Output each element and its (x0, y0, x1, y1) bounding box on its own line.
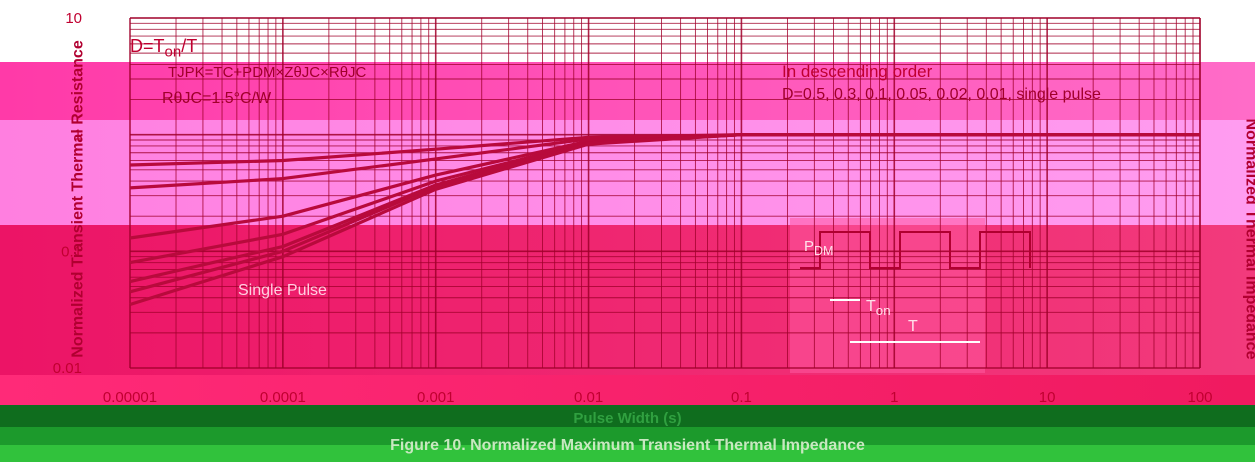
pulse-waveform (800, 231, 1031, 269)
inset-pdm-label: PDM (804, 238, 833, 258)
x-tick-label: 0.01 (574, 389, 603, 406)
inset-pdm-head: P (804, 238, 815, 255)
band-pink-upper (0, 62, 1255, 120)
single-pulse-label: Single Pulse (238, 282, 327, 300)
grid-layer (129, 17, 1201, 369)
y-tick-label: 0.1 (61, 243, 82, 260)
y-axis-label-text: Normalized Transient Thermal Resistance (69, 40, 87, 358)
r-formula-text: RθJC=1.5°C/W (162, 90, 272, 107)
inset-t-text: T (908, 318, 918, 335)
single-pulse-text: Single Pulse (238, 282, 327, 299)
figure-caption: Figure 10. Normalized Maximum Transient … (0, 437, 1255, 455)
curves (129, 133, 1200, 307)
band-green-dark (0, 405, 1255, 427)
band-green-mid (0, 427, 1255, 445)
inset-ton-sub: on (875, 303, 891, 319)
x-tick-label: 100 (1187, 389, 1212, 406)
x-axis-label-text: Pulse Width (s) (573, 410, 682, 427)
series-line-7 (129, 133, 1200, 307)
series-line-3 (129, 133, 1200, 240)
r-formula: RθJC=1.5°C/W (162, 90, 271, 108)
x-axis-label: Pulse Width (s) (0, 410, 1255, 427)
duty-formula-tail: /T (181, 36, 198, 56)
x-tick-label: 0.0001 (260, 389, 306, 406)
x-tick-label: 10 (1039, 389, 1056, 406)
inset-ton-label: Ton (866, 298, 891, 318)
y-tick-label: 0.01 (53, 360, 82, 377)
order-note: In descending order (782, 62, 932, 82)
band-pink-deep (0, 225, 1255, 375)
y-axis-label: Normalized Transient Thermal Resistance (70, 40, 88, 357)
inset-t-label: T (908, 318, 918, 336)
order-note-text: In descending order (782, 62, 933, 81)
inset-ton-head: T (866, 298, 876, 315)
band-white (0, 0, 1255, 62)
tick-labels: 0.00001 0.0001 0.001 0.01 0.1 1 10 100 0.01 0.1 1 1… (53, 10, 1213, 406)
x-tick-label: 0.001 (417, 389, 455, 406)
tj-formula: TJPK=TC+PDM×ZθJC×RθJC (168, 64, 366, 81)
duty-values-text: D=0.5, 0.3, 0.1, 0.05, 0.02, 0.01, singl… (782, 86, 1101, 103)
x-tick-label: 1 (890, 389, 898, 406)
y-tick-label: 10 (65, 10, 82, 27)
y-tick-label: 1 (74, 127, 82, 144)
x-tick-label: 0.1 (731, 389, 752, 406)
y-axis-label-right: Normalized Thermal Impedance (1241, 119, 1255, 360)
x-tick-label: 0.00001 (103, 389, 157, 406)
duty-formula: D=Ton/T (130, 36, 197, 61)
inset-pdm-sub: DM (814, 244, 834, 258)
tj-formula-text: TJPK=TC+PDM×ZθJC×RθJC (168, 64, 367, 81)
figure-caption-text: Figure 10. Normalized Maximum Transient … (390, 437, 865, 454)
duty-formula-head: D=T (130, 36, 165, 56)
duty-values-note: D=0.5, 0.3, 0.1, 0.05, 0.02, 0.01, singl… (782, 86, 1101, 104)
band-green-light (0, 445, 1255, 462)
duty-formula-sub: on (164, 43, 182, 61)
pulse-inset (800, 231, 1031, 343)
y-axis-label-right-text: Normalized Thermal Impedance (1242, 118, 1255, 360)
band-red-bottom (0, 375, 1255, 405)
series-line-5 (129, 133, 1200, 284)
